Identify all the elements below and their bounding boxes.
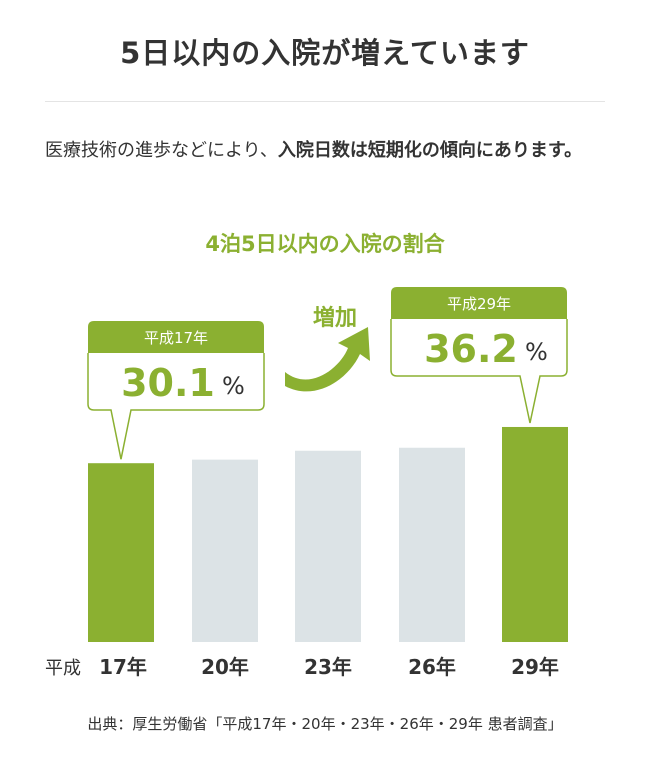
callout-value: 30.1	[121, 361, 215, 405]
x-tick-label: 17年	[99, 655, 147, 679]
x-axis-era-prefix: 平成	[45, 658, 81, 679]
x-tick-label: 23年	[304, 655, 352, 679]
chart-title: 4泊5日以内の入院の割合	[205, 232, 445, 256]
callout-body	[87, 353, 265, 460]
source-note: 出典：厚生労働省「平成17年・20年・23年・26年・29年 患者調査」	[87, 715, 563, 733]
x-tick-label: 29年	[511, 655, 559, 679]
title-divider	[45, 101, 605, 102]
callout-unit: %	[222, 372, 245, 400]
callout-unit: %	[525, 338, 548, 366]
intro-bold-text: 入院日数は短期化の傾向にあります。	[277, 140, 583, 161]
callout-header	[88, 321, 264, 353]
callout-label: 平成17年	[144, 329, 208, 347]
page-title: 5日以内の入院が増えています	[120, 36, 530, 70]
bar-20年	[192, 459, 258, 642]
callout-body	[390, 319, 568, 424]
bar-17年	[88, 463, 154, 642]
x-tick-label: 26年	[408, 655, 456, 679]
bar-29年	[502, 426, 568, 642]
callout-value: 36.2	[424, 327, 518, 371]
increase-arrow-icon	[285, 327, 370, 392]
increase-annotation: 増加	[313, 305, 357, 331]
bar-23年	[295, 450, 361, 642]
x-tick-label: 20年	[201, 655, 249, 679]
callout-header	[391, 287, 567, 319]
bar-26年	[399, 447, 465, 642]
intro-paragraph: 医療技術の進歩などにより、入院日数は短期化の傾向にあります。	[45, 134, 610, 168]
callout-label: 平成29年	[447, 295, 511, 313]
intro-plain-text: 医療技術の進歩などにより、	[45, 140, 278, 161]
